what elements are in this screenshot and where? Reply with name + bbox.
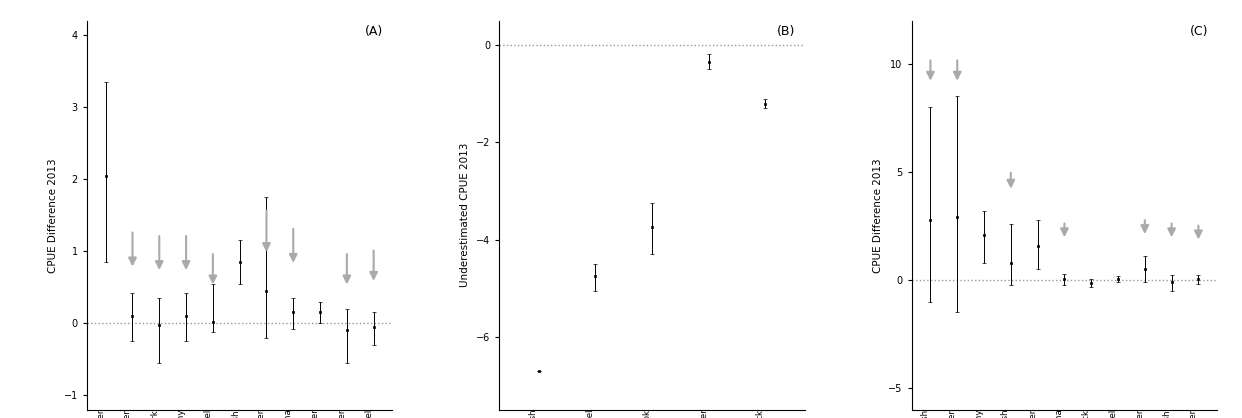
Text: Lesser amberjack: Lesser amberjack <box>1082 410 1092 418</box>
Text: (C): (C) <box>1190 25 1208 38</box>
Text: Blue runner: Blue runner <box>123 410 133 418</box>
Text: Blackfin tuna: Blackfin tuna <box>1056 410 1064 418</box>
Text: King mackerel: King mackerel <box>204 410 212 418</box>
Text: Jamaica weakfish: Jamaica weakfish <box>1002 410 1011 418</box>
Text: Lane snapper: Lane snapper <box>699 410 709 418</box>
Text: Lesser amberjack: Lesser amberjack <box>756 410 765 418</box>
Y-axis label: CPUE Difference 2013: CPUE Difference 2013 <box>48 158 58 273</box>
Text: Jamaica weakfish: Jamaica weakfish <box>530 410 539 418</box>
Text: (A): (A) <box>365 25 384 38</box>
Text: King mackerel: King mackerel <box>365 410 374 418</box>
Text: Flying fish: Flying fish <box>922 410 930 418</box>
Text: King mackerel: King mackerel <box>1109 410 1118 418</box>
Text: Blue runner: Blue runner <box>948 410 958 418</box>
Text: (B): (B) <box>777 25 796 38</box>
Text: Mutton snapper: Mutton snapper <box>1136 410 1145 418</box>
Text: Southern red snapper: Southern red snapper <box>1190 410 1199 418</box>
Text: Atlantic little tunny: Atlantic little tunny <box>975 410 984 418</box>
Text: Dolphinfish: Dolphinfish <box>231 410 240 418</box>
Text: Yellowtail snapper: Yellowtail snapper <box>310 410 320 418</box>
Text: Common snook: Common snook <box>643 410 652 418</box>
Y-axis label: CPUE Difference 2013: CPUE Difference 2013 <box>873 158 883 273</box>
Text: Black Grouper: Black Grouper <box>1028 410 1037 418</box>
Text: Spanish Mackerel: Spanish Mackerel <box>586 410 595 418</box>
Text: Blackfin tuna: Blackfin tuna <box>284 410 293 418</box>
Text: Mutton snapper: Mutton snapper <box>97 410 106 418</box>
Text: Dolphinfish: Dolphinfish <box>1163 410 1171 418</box>
Y-axis label: Underestimated CPUE 2013: Underestimated CPUE 2013 <box>461 143 471 288</box>
Text: Mutton snapper: Mutton snapper <box>338 410 347 418</box>
Text: Atlantic little tunny: Atlantic little tunny <box>178 410 186 418</box>
Text: Dog snapper: Dog snapper <box>257 410 267 418</box>
Text: Shark: Shark <box>150 410 159 418</box>
